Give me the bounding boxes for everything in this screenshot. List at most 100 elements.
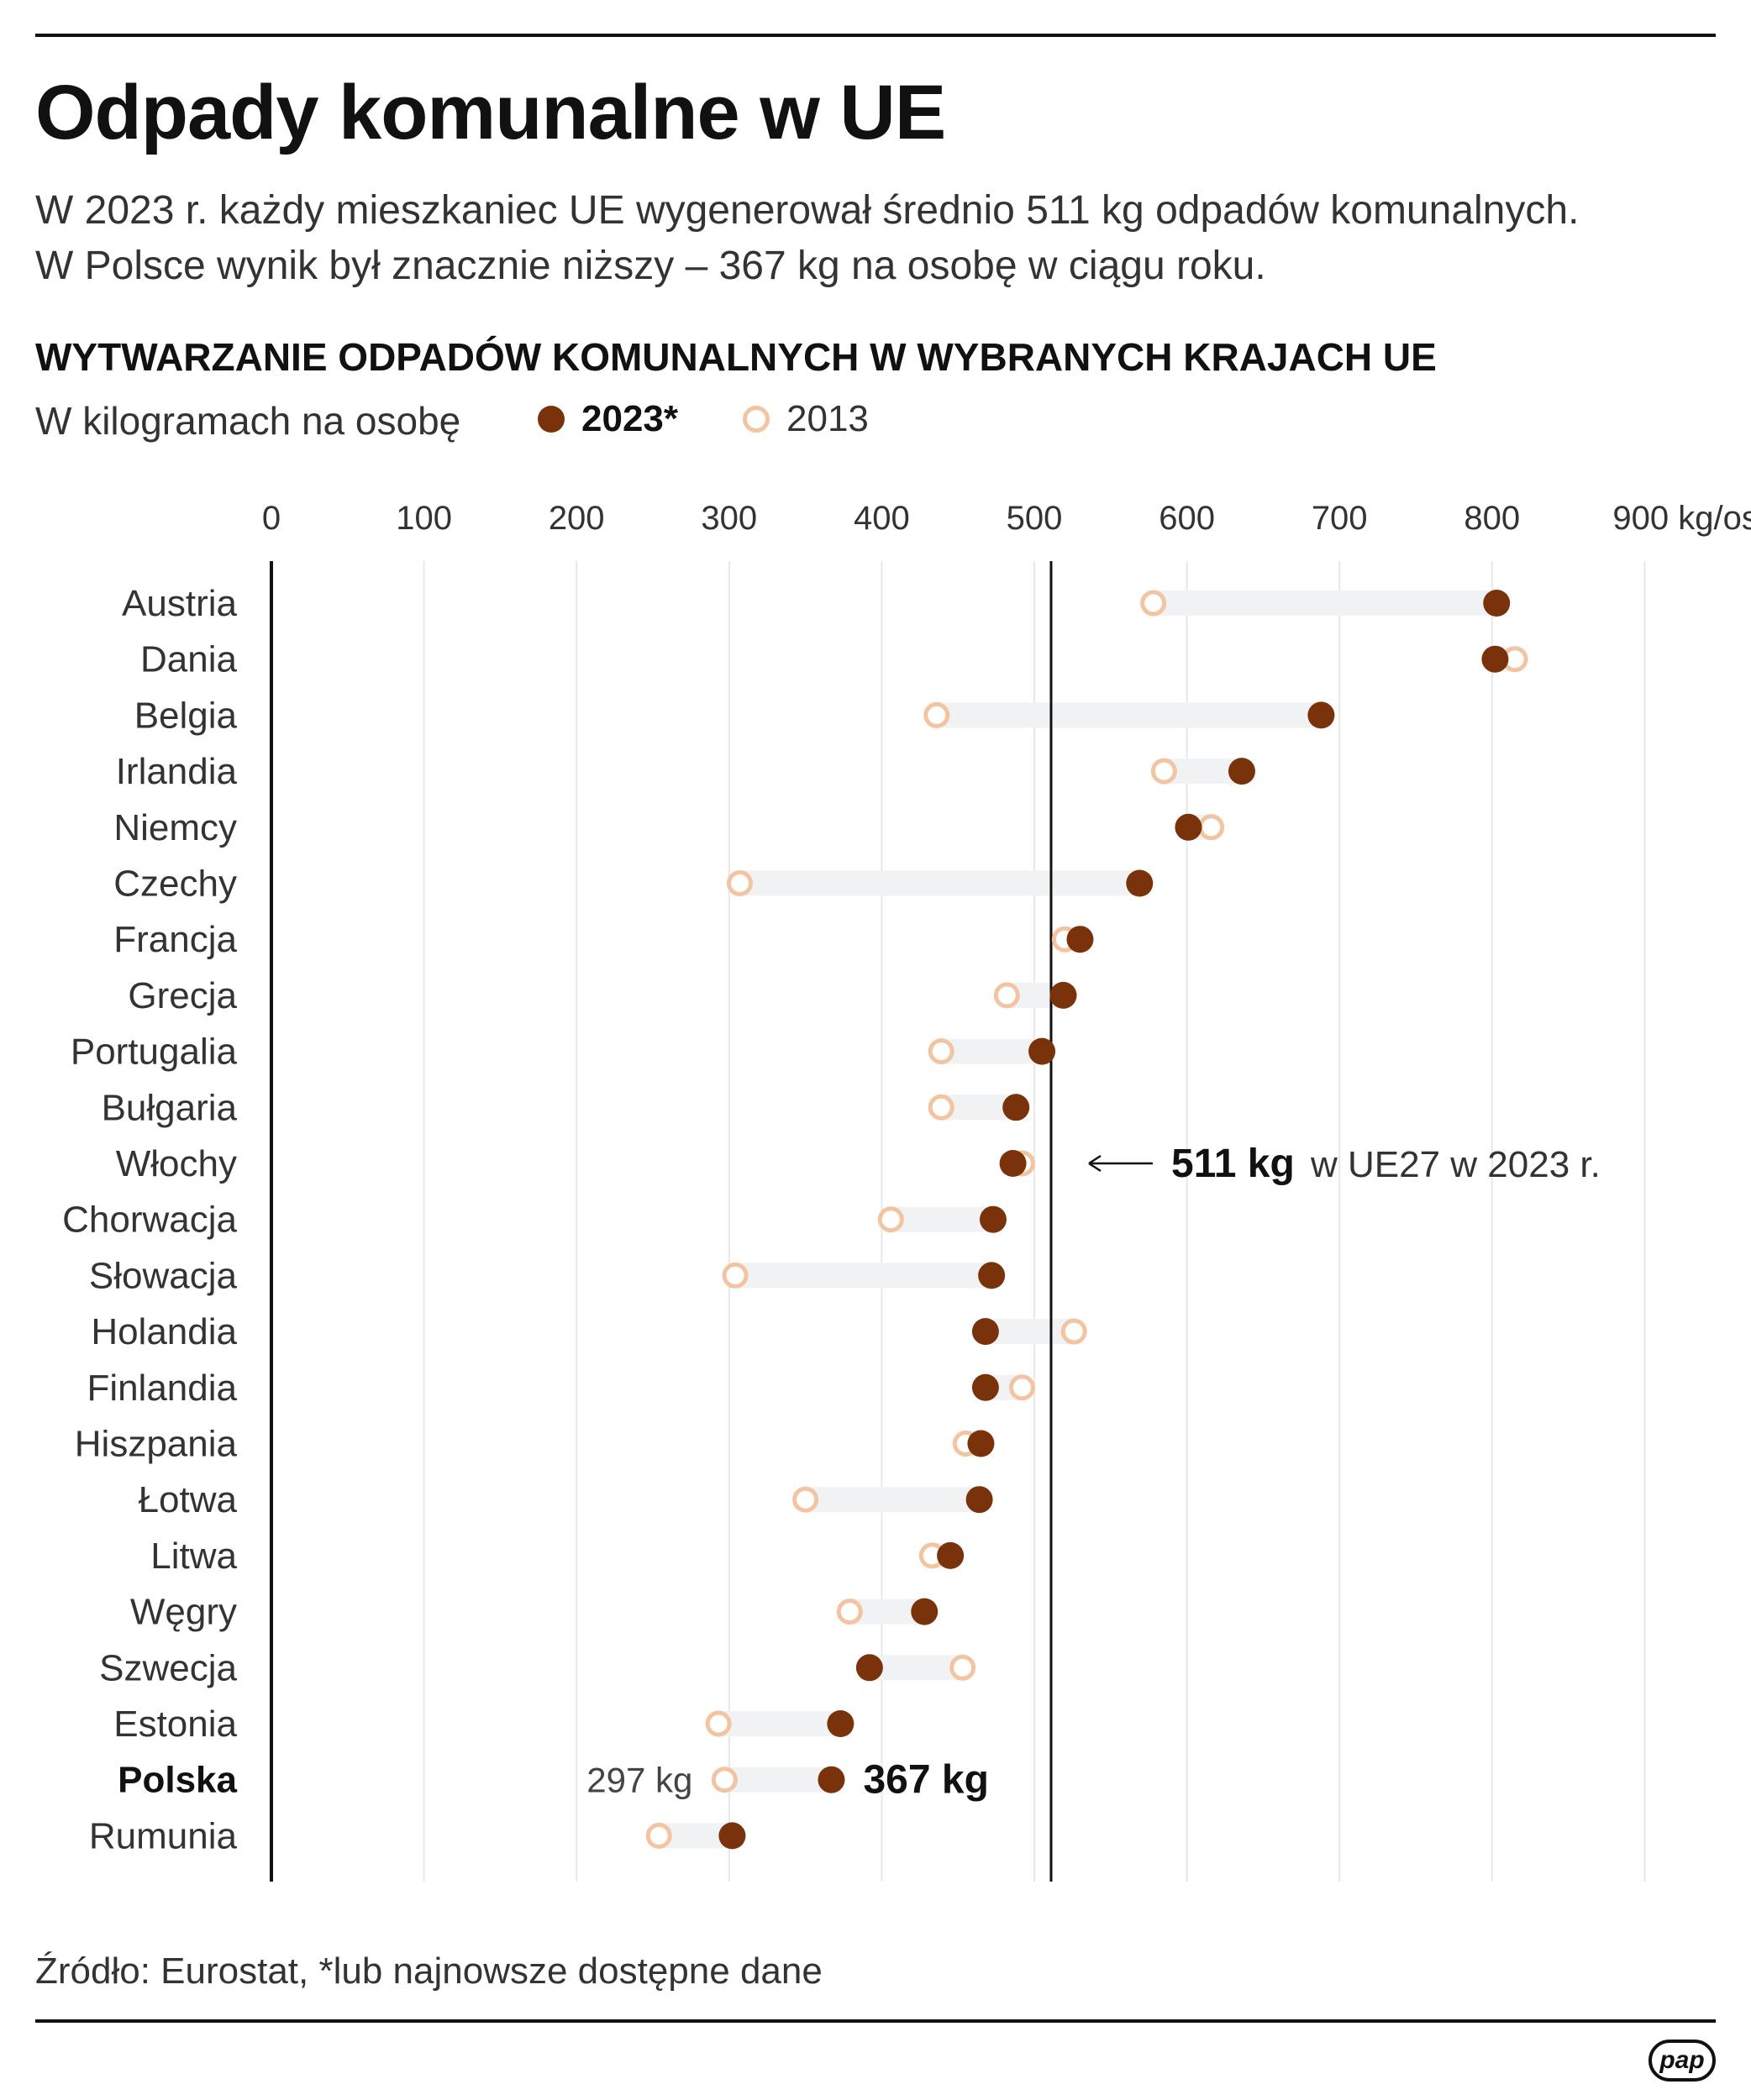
category-label: Litwa: [150, 1536, 237, 1577]
range-bar: [941, 1038, 1043, 1064]
category-label: Włochy: [116, 1143, 237, 1184]
category-label: Bułgaria: [102, 1087, 238, 1128]
dot-2023: [827, 1710, 854, 1737]
dot-2013: [1060, 1318, 1087, 1345]
legend-dot-filled-icon: [538, 406, 565, 433]
dot-2013: [1140, 590, 1167, 617]
x-tick-label: 700: [1312, 500, 1368, 537]
legend-label-2013: 2013: [786, 398, 869, 439]
subtitle-line-1: W 2023 r. każdy mieszkaniec UE wygenerow…: [35, 188, 1580, 233]
dot-2023: [971, 1373, 999, 1401]
top-rule: [35, 34, 1716, 37]
category-label: Portugalia: [71, 1032, 238, 1073]
dot-2023: [971, 1318, 999, 1346]
polska-2013-value-label: 297 kg: [586, 1761, 692, 1800]
dot-2013: [645, 1822, 672, 1849]
x-tick-label: 400: [854, 500, 910, 537]
page-title: Odpady komunalne w UE: [35, 70, 946, 155]
category-label: Francja: [113, 919, 237, 960]
dot-2023: [965, 1486, 993, 1514]
dot-2023: [818, 1766, 845, 1793]
dot-2023: [718, 1822, 746, 1850]
dot-2023: [1126, 869, 1154, 897]
category-label: Polska: [118, 1760, 237, 1801]
dot-2023: [1175, 813, 1202, 841]
dot-2013: [1008, 1374, 1035, 1401]
category-label: Słowacja: [89, 1255, 238, 1296]
dot-2023: [1066, 926, 1094, 953]
units-label: W kilogramach na osobę: [35, 399, 461, 443]
category-label: Dania: [140, 639, 237, 680]
dot-2023: [1307, 701, 1335, 729]
dot-2013: [877, 1206, 904, 1233]
subtitle-line-2: W Polsce wynik był znacznie niższy – 367…: [35, 244, 1266, 288]
category-label: Hiszpania: [75, 1424, 238, 1465]
range-bar: [718, 1711, 841, 1736]
x-tick-label: 200: [549, 500, 605, 537]
chart-title: WYTWARZANIE ODPADÓW KOMUNALNYCH W WYBRAN…: [35, 335, 1437, 379]
range-bar: [869, 1655, 963, 1681]
dot-2013: [1198, 814, 1225, 841]
category-label: Grecja: [128, 975, 237, 1016]
bottom-rule: [35, 2019, 1716, 2023]
polska-2023-value-label: 367 kg: [863, 1758, 988, 1803]
range-bar: [735, 1263, 992, 1289]
category-label: Rumunia: [89, 1815, 238, 1856]
dot-2023: [967, 1430, 995, 1457]
dot-2013: [923, 701, 950, 728]
annotation-arrow-icon: [1088, 1154, 1102, 1173]
range-bar: [724, 1767, 832, 1793]
category-label: Szwecja: [99, 1647, 237, 1688]
x-tick-label: 0: [262, 500, 281, 537]
category-label: Irlandia: [116, 751, 238, 792]
dot-2013: [705, 1710, 732, 1737]
dot-2023: [979, 1205, 1007, 1233]
dot-2013: [1150, 758, 1177, 785]
dot-2013: [711, 1767, 738, 1793]
range-bar: [891, 1206, 993, 1232]
x-tick-label: 900 kg/os.: [1612, 500, 1751, 537]
range-bar: [1153, 591, 1497, 616]
dot-2023: [1049, 981, 1077, 1009]
x-tick-label: 300: [701, 500, 757, 537]
x-tick-label: 100: [396, 500, 452, 537]
dot-2023: [978, 1262, 1006, 1289]
category-label: Finlandia: [87, 1368, 237, 1409]
dumbbell-chart: 0 100 200 300 400 500 600 700 800 900 kg/os. Austr…: [62, 500, 1751, 1882]
dot-2013: [792, 1486, 819, 1513]
category-label: Belgia: [134, 695, 238, 736]
category-label: Estonia: [113, 1704, 237, 1745]
category-label: Chorwacja: [62, 1200, 237, 1241]
dot-2013: [928, 1038, 954, 1065]
average-caption-label: w UE27 w 2023 r.: [1310, 1144, 1601, 1185]
legend-item-2023: 2023*: [538, 398, 678, 440]
dot-2013: [727, 870, 754, 896]
legend-label-2023: 2023*: [581, 398, 679, 439]
range-bar: [936, 702, 1322, 728]
x-tick-label: 500: [1007, 500, 1063, 537]
dot-2023: [1002, 1094, 1030, 1121]
average-value-label: 511 kg: [1171, 1142, 1295, 1186]
range-bar: [805, 1487, 980, 1513]
dot-2023: [1483, 590, 1511, 617]
range-bar: [985, 1319, 1075, 1345]
dot-2013: [928, 1094, 954, 1121]
pap-logo: pap: [1648, 2040, 1716, 2082]
legend-dot-hollow-icon: [743, 406, 770, 433]
dot-2023: [999, 1150, 1027, 1177]
category-label: Austria: [122, 583, 237, 624]
dot-2013: [722, 1262, 749, 1289]
legend-item-2013: 2013: [743, 398, 869, 440]
dot-2023: [937, 1541, 965, 1569]
dot-2023: [911, 1598, 939, 1625]
dot-2013: [836, 1599, 863, 1625]
category-label: Holandia: [91, 1311, 237, 1352]
x-tick-label: 800: [1464, 500, 1520, 537]
source-note: Źródło: Eurostat, *lub najnowsze dostępn…: [35, 1950, 823, 1992]
dot-2013: [949, 1654, 976, 1681]
dot-2023: [1028, 1037, 1056, 1065]
category-label: Niemcy: [113, 807, 237, 848]
category-label: Czechy: [113, 864, 237, 905]
dot-2023: [1481, 645, 1509, 673]
dot-2013: [993, 982, 1020, 1009]
